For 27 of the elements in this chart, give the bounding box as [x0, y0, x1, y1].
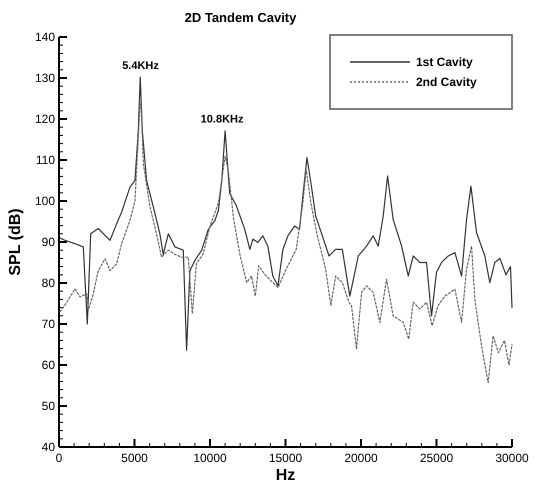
legend-label: 2nd Cavity [416, 75, 478, 89]
x-tick-label: 30000 [495, 451, 530, 465]
y-tick-label: 80 [42, 276, 56, 290]
y-tick-label: 120 [34, 112, 56, 126]
chart-title: 2D Tandem Cavity [184, 10, 298, 25]
x-tick-label: 25000 [420, 451, 454, 465]
x-tick-label: 5000 [121, 451, 148, 465]
annotation: 10.8KHz [200, 113, 244, 126]
legend-label: 1st Cavity [416, 55, 474, 69]
y-tick-label: 100 [34, 194, 56, 208]
x-tick-label: 20000 [344, 451, 378, 465]
y-tick-label: 70 [42, 317, 56, 331]
x-tick-label: 15000 [268, 451, 303, 465]
y-tick-label: 40 [42, 440, 56, 454]
y-tick-label: 60 [42, 358, 56, 372]
y-axis-title: SPL (dB) [7, 208, 24, 276]
line-series [59, 76, 513, 351]
line-series [59, 102, 513, 384]
x-tick-label: 0 [56, 451, 63, 465]
x-tick-label: 10000 [193, 451, 228, 465]
y-tick-label: 50 [42, 399, 56, 413]
y-tick-label: 90 [42, 235, 56, 249]
annotation: 5.4KHz [122, 60, 160, 72]
y-tick-label: 130 [34, 71, 56, 85]
x-axis-title: Hz [276, 467, 296, 484]
y-tick-label: 110 [36, 153, 56, 167]
y-tick-label: 140 [34, 30, 56, 44]
